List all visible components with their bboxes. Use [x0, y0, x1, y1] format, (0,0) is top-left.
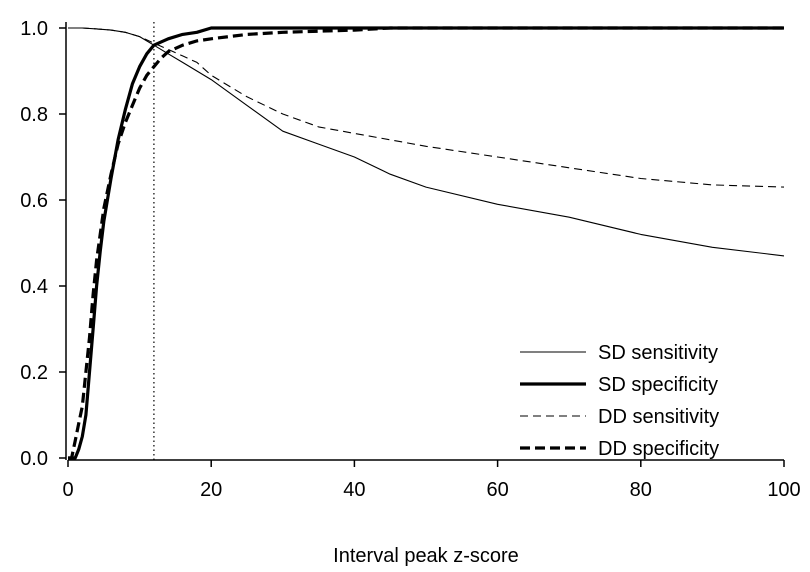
- series-line-4: [68, 26, 784, 460]
- legend-label: DD sensitivity: [598, 406, 719, 428]
- x-tick-label: 0: [62, 479, 73, 501]
- y-tick-label: 0.0: [20, 448, 48, 470]
- legend-label: DD specificity: [598, 438, 719, 460]
- y-tick-label: 0.6: [20, 190, 48, 212]
- series-line-1: [68, 27, 785, 257]
- x-tick-label: 20: [200, 479, 222, 501]
- x-axis-title: Interval peak z-score: [333, 545, 519, 567]
- legend-label: SD specificity: [598, 374, 718, 396]
- x-tick-label: 40: [343, 479, 365, 501]
- series-line-2: [68, 26, 784, 460]
- legend: SD sensitivity SD specificity DD sensitivi…: [520, 342, 719, 460]
- y-tick-label: 0.2: [20, 362, 48, 384]
- x-tick-label: 100: [767, 479, 800, 501]
- series-line-3: [68, 27, 785, 188]
- x-tick-label: 60: [486, 479, 508, 501]
- y-tick-label: 1.0: [20, 18, 48, 40]
- y-tick-label: 0.4: [20, 276, 48, 298]
- series-group: [68, 26, 785, 460]
- legend-label: SD sensitivity: [598, 342, 718, 364]
- axes: 0 20 40 60 80 100 0.0 0.2 0.4 0.6 0.8 1.0: [20, 18, 801, 501]
- y-tick-label: 0.8: [20, 104, 48, 126]
- x-tick-label: 80: [630, 479, 652, 501]
